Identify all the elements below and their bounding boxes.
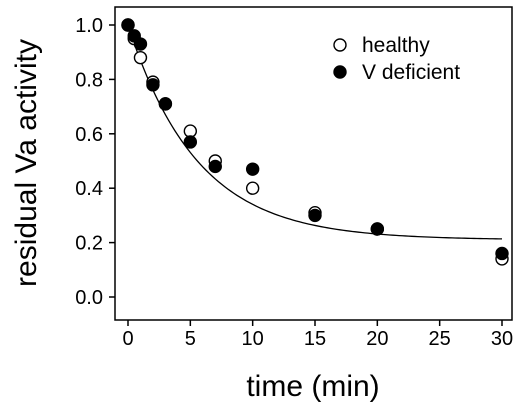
v-deficient-point [308,208,322,223]
y-tick-label: 0.6 [75,124,103,146]
v-deficient-point [208,159,222,174]
y-tick-label: 0.4 [75,178,103,200]
legend-marker-v-deficient [333,65,347,79]
x-tick-label: 0 [122,328,133,350]
legend-label-v-deficient: V deficient [362,61,460,84]
y-tick-label: 0.2 [75,233,103,255]
y-tick-label: 1.0 [75,15,103,37]
x-tick-label: 5 [185,328,196,350]
healthy-point [133,50,148,65]
legend-marker-healthy [333,38,347,52]
x-tick-label: 30 [491,328,513,350]
plot-frame [114,6,513,321]
v-deficient-point [158,97,173,111]
v-deficient-point [183,135,198,149]
legend: healthy V deficient [333,34,460,84]
y-axis-ticks: 0.0 0.2 0.4 0.6 0.8 1.0 [75,15,115,309]
v-deficient-point [370,222,385,236]
v-deficient-point [146,78,160,92]
v-deficient-point [495,246,509,261]
fit-curve [127,24,503,240]
y-axis-title: residual Va activity [10,39,43,287]
data-points [121,18,509,266]
v-deficient-point [121,18,135,32]
y-tick-label: 0.0 [75,287,103,309]
x-tick-label: 20 [366,328,388,350]
v-deficient-point [133,37,148,51]
x-axis-title: time (min) [246,370,379,403]
x-tick-label: 15 [304,328,326,350]
y-tick-label: 0.8 [75,69,103,91]
healthy-point [245,181,260,195]
x-tick-label: 10 [242,328,264,350]
x-axis-ticks: 0 5 10 15 20 25 30 [122,320,513,350]
v-deficient-point [245,162,260,176]
x-tick-label: 25 [429,328,451,350]
legend-label-healthy: healthy [362,34,430,57]
